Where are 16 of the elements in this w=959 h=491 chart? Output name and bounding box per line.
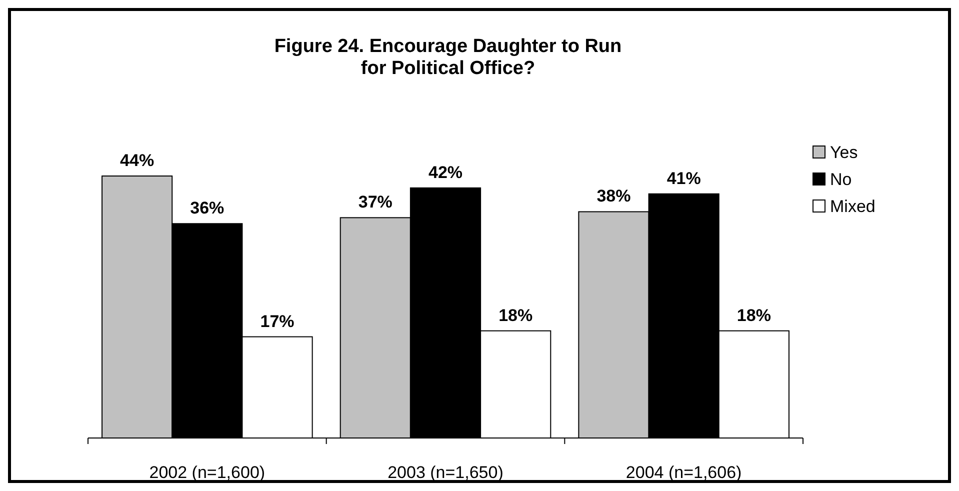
data-label: 37% xyxy=(358,192,392,212)
x-tick-label: 2003 (n=1,650) xyxy=(388,463,504,482)
legend-label: No xyxy=(830,170,852,189)
data-label: 42% xyxy=(428,162,463,182)
data-label: 38% xyxy=(596,186,631,206)
data-label: 18% xyxy=(736,306,771,325)
data-label: 18% xyxy=(498,306,533,325)
chart-title: Figure 24. Encourage Daughter to Run for Political Office? xyxy=(274,36,622,79)
data-label: 17% xyxy=(260,312,294,331)
x-tick-label: 2004 (n=1,606) xyxy=(626,463,742,482)
legend-label: Yes xyxy=(830,143,858,162)
data-label: 36% xyxy=(190,198,224,218)
data-label: 44% xyxy=(120,151,154,170)
x-tick-label: 2002 (n=1,600) xyxy=(149,463,266,482)
legend-label: Mixed xyxy=(830,197,876,216)
data-label: 41% xyxy=(666,168,701,188)
